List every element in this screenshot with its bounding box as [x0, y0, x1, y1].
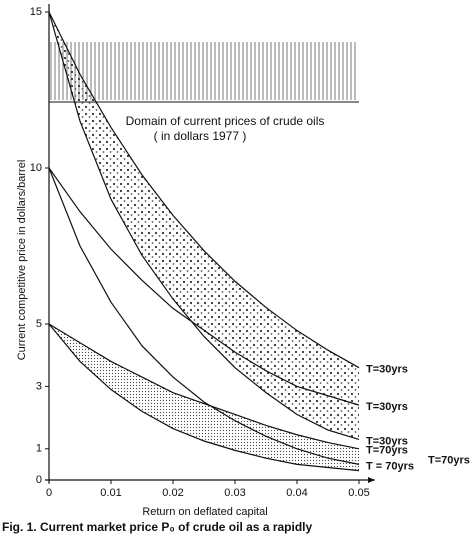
y-tick-label: 5 [36, 318, 42, 330]
series-label: T=70yrs [366, 445, 408, 457]
y-tick-label: 1 [36, 443, 42, 455]
curve [48, 167, 360, 406]
curve [48, 11, 360, 441]
series-label: T=30yrs [366, 401, 408, 413]
curve [48, 323, 360, 450]
curve [48, 323, 360, 472]
y-tick-label: 10 [30, 162, 42, 174]
x-tick-label: 0.03 [224, 487, 245, 499]
caption: Fig. 1. Current market price P₀ of crude… [2, 520, 312, 534]
shaded-region [49, 12, 359, 440]
x-tick-label: 0.04 [286, 487, 307, 499]
curve [48, 167, 360, 465]
series-label: T=30yrs [366, 364, 408, 376]
series-label: T=70yrs [428, 455, 470, 467]
curve [48, 11, 360, 369]
x-tick-label: 0 [46, 487, 52, 499]
y-tick-label: 15 [30, 6, 42, 18]
x-axis-arrow [368, 477, 375, 483]
series-label: T=30yrs [366, 435, 408, 447]
shaded-region [49, 324, 359, 471]
annotation-sub: ( in dollars 1977 ) [154, 129, 247, 143]
x-tick-label: 0.05 [348, 487, 369, 499]
y-tick-label: 3 [36, 380, 42, 392]
x-tick-label: 0.01 [100, 487, 121, 499]
y-axis-label: Current competitive price in dollars/bar… [16, 160, 28, 361]
x-axis-label: Return on deflated capital [142, 506, 267, 518]
annotation: Domain of current prices of crude oils [126, 114, 325, 128]
x-tick-label: 0.02 [162, 487, 183, 499]
y-tick-label: 0 [36, 474, 42, 486]
series-label: T = 70yrs [366, 460, 414, 472]
